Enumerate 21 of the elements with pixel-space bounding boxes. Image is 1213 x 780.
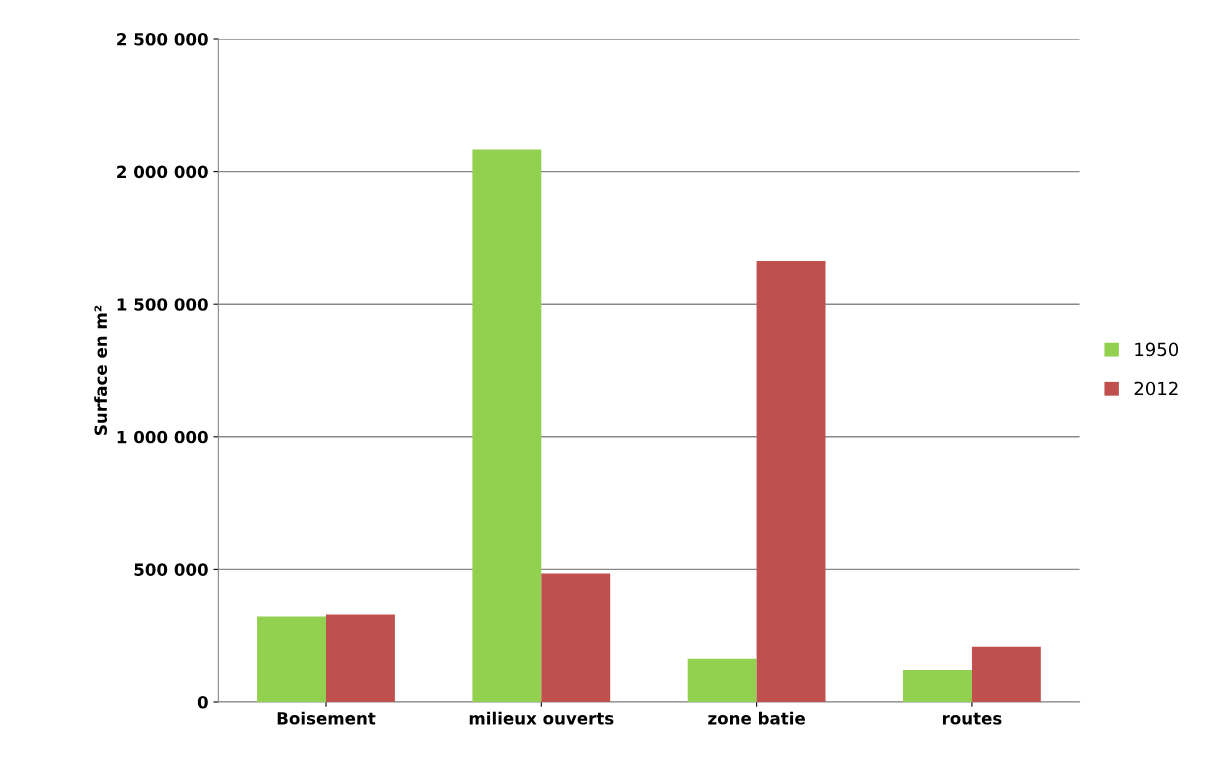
legend-label: 2012 — [1134, 381, 1178, 396]
bar — [971, 646, 1041, 702]
bar — [687, 658, 757, 702]
y-axis-title: Surface en m² — [94, 305, 108, 435]
x-tick-label: milieux ouverts — [469, 711, 614, 725]
bar — [756, 260, 826, 702]
x-tick-label: routes — [942, 712, 1002, 725]
y-tick-label: 0 — [197, 695, 208, 709]
bar — [903, 669, 972, 702]
bar — [257, 616, 326, 702]
y-tick-label: 2 000 000 — [117, 165, 208, 179]
y-tick-label: 1 000 000 — [117, 430, 208, 444]
bar — [325, 614, 395, 702]
bar — [472, 149, 542, 702]
bar — [541, 573, 611, 702]
y-tick-label: 2 500 000 — [117, 32, 208, 46]
x-tick-label: Boisement — [277, 711, 376, 725]
x-tick-label: zone batie — [708, 711, 805, 725]
legend-label: 1950 — [1135, 342, 1179, 357]
y-tick-label: 500 000 — [134, 563, 208, 576]
y-tick-label: 1 500 000 — [117, 298, 208, 311]
